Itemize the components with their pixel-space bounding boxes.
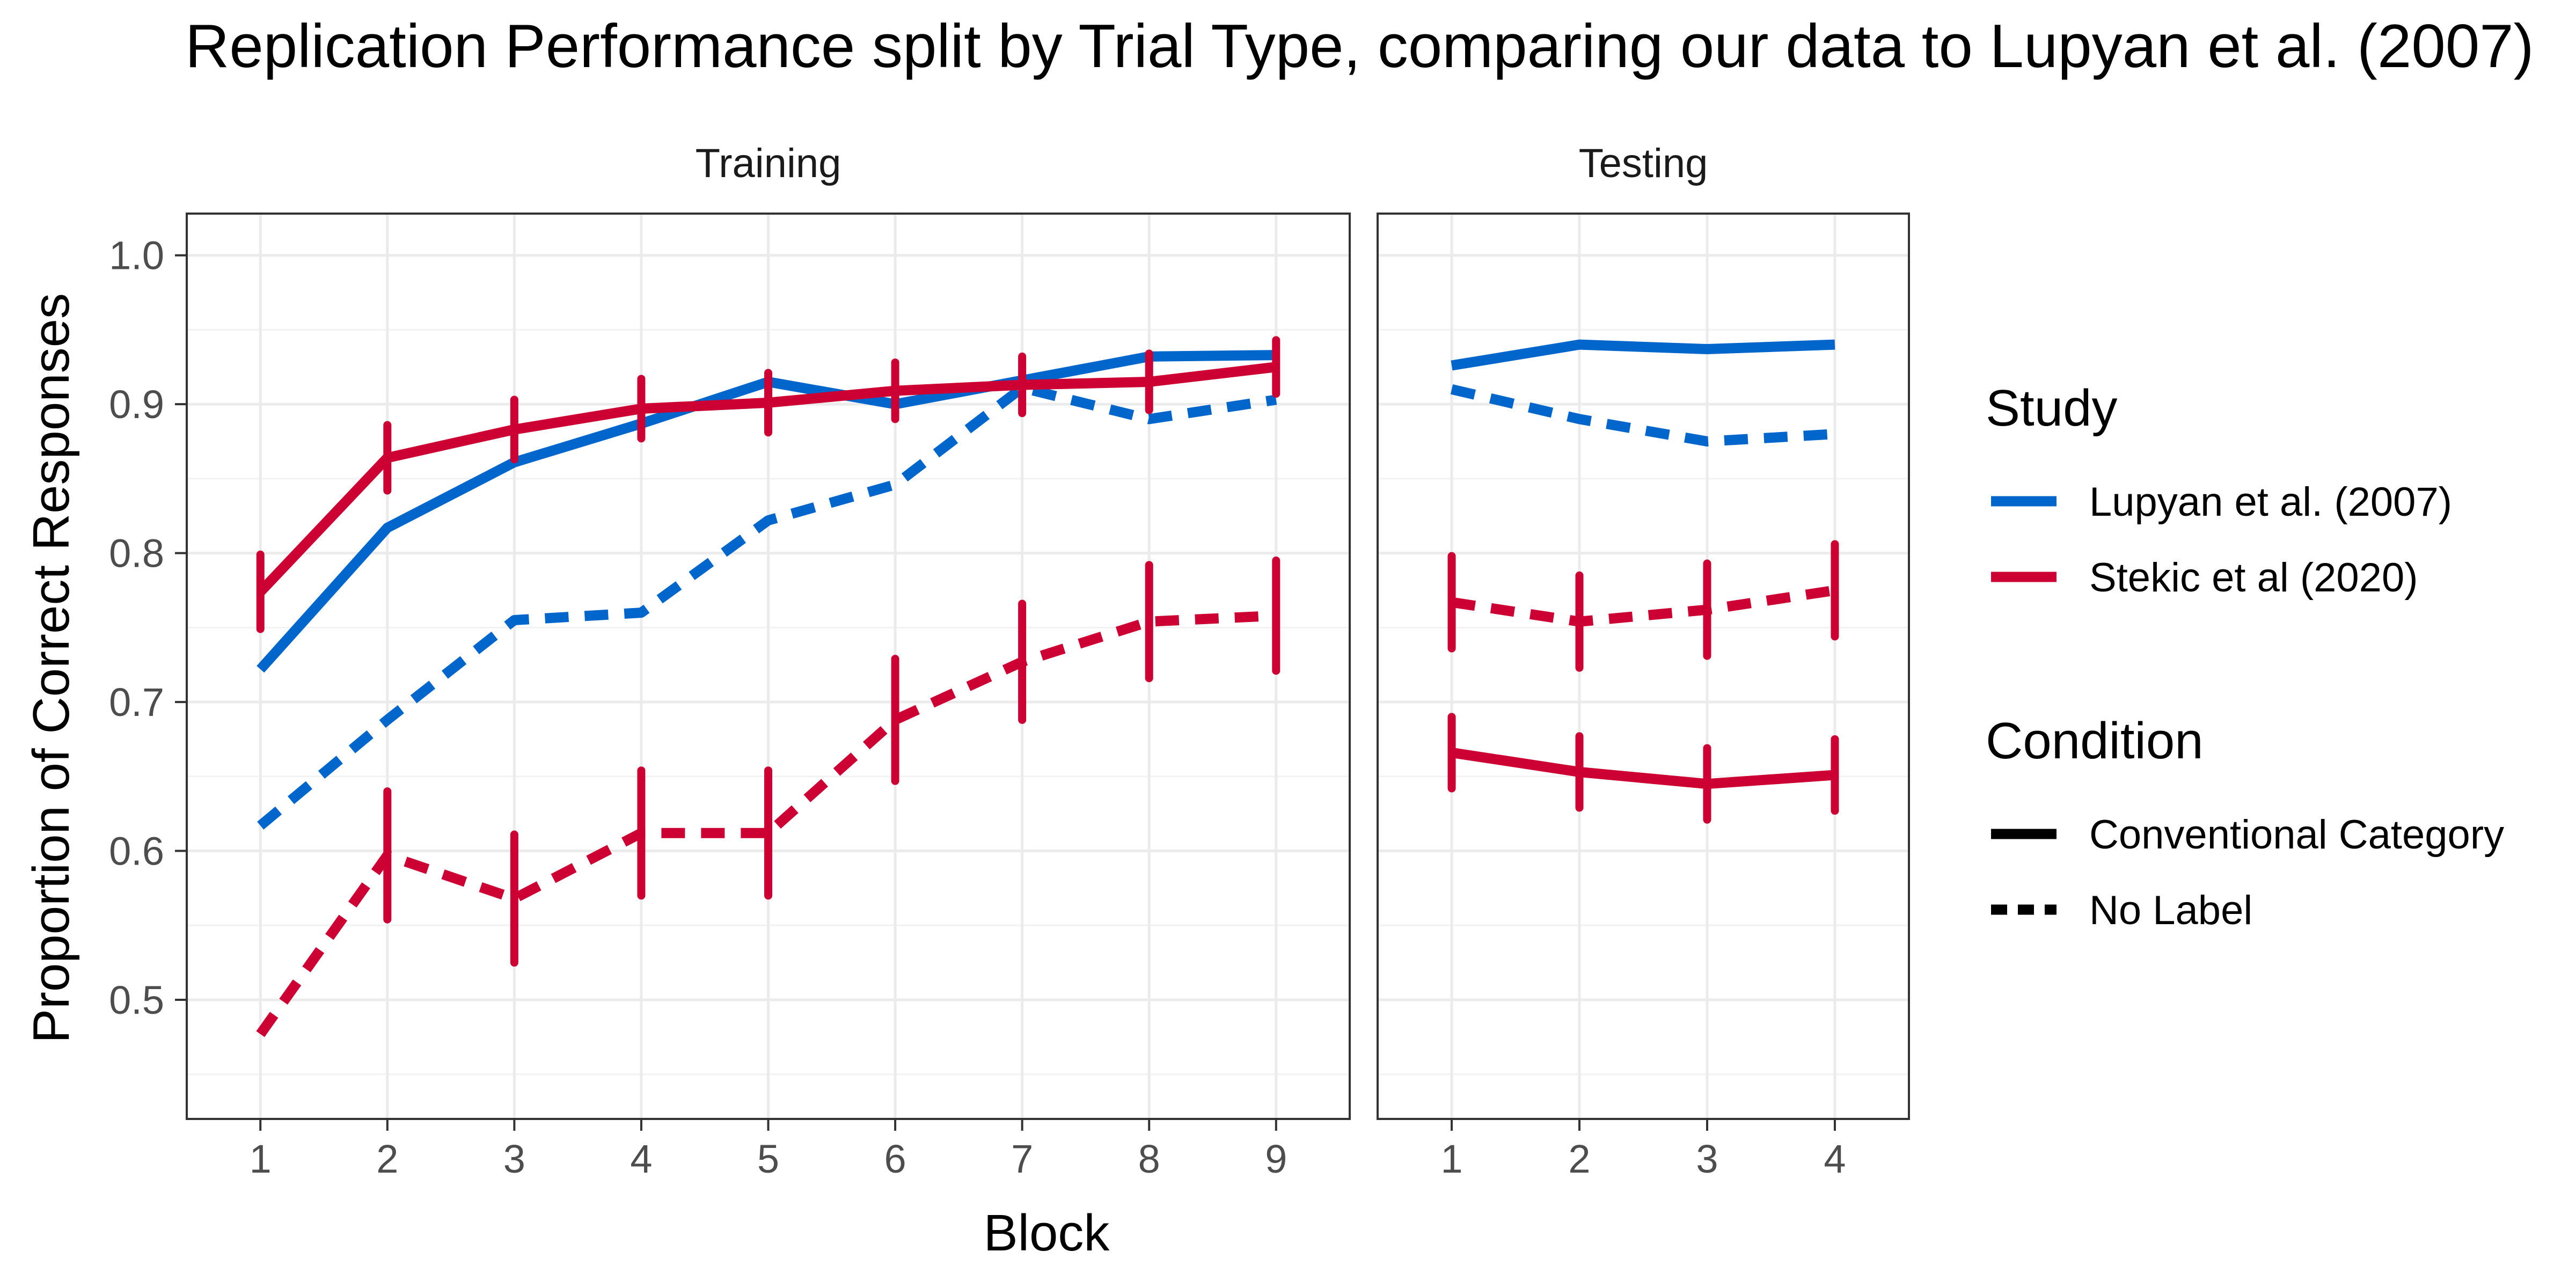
y-tick-label: 0.8 xyxy=(109,531,164,576)
y-tick-label: 1.0 xyxy=(109,233,164,278)
x-tick-label: 3 xyxy=(1696,1137,1718,1181)
x-tick-label: 2 xyxy=(376,1137,398,1181)
x-tick-label: 5 xyxy=(757,1137,779,1181)
x-tick-label: 4 xyxy=(1824,1137,1846,1181)
y-tick-label: 0.5 xyxy=(109,978,164,1022)
legend-title-study: Study xyxy=(1986,379,2117,437)
x-tick-label: 7 xyxy=(1011,1137,1033,1181)
facet-label: Training xyxy=(696,141,841,186)
x-tick-label: 1 xyxy=(1440,1137,1462,1181)
series-line-stekic-no-label xyxy=(1451,585,1836,627)
facet-testing: Testing 1 2 3 4 xyxy=(1377,141,1910,1181)
x-tick-label: 9 xyxy=(1265,1137,1287,1181)
series-line-lupyan-conventional xyxy=(1451,339,1835,371)
x-tick-label: 4 xyxy=(630,1137,652,1181)
panel-border xyxy=(1377,213,1910,1120)
x-tick-label: 1 xyxy=(250,1137,272,1181)
facet-training: Training 1 2 3 4 5 6 7 8 9 0.5 0.6 0.7 0.8 0.9 1.0 xyxy=(109,141,1351,1181)
series-line-lupyan-no-label xyxy=(1450,384,1835,447)
y-axis-label: Proportion of Correct Responses xyxy=(23,293,80,1043)
y-tick-label: 0.7 xyxy=(109,680,164,724)
facet-label: Testing xyxy=(1579,141,1708,186)
x-tick-label: 6 xyxy=(884,1137,906,1181)
legend-label-condition: Conventional Category xyxy=(2089,812,2504,858)
chart-title: Replication Performance split by Trial T… xyxy=(185,12,2534,80)
series-line-lupyan-no-label xyxy=(257,383,1277,830)
series-line-stekic-conventional xyxy=(1451,748,1835,789)
y-tick-label: 0.9 xyxy=(109,382,164,427)
legend-label-study: Stekic et al (2020) xyxy=(2089,555,2418,601)
x-axis-label: Block xyxy=(984,1204,1110,1262)
x-tick-label: 2 xyxy=(1568,1137,1590,1181)
legend-label-study: Lupyan et al. (2007) xyxy=(2089,479,2452,525)
x-tick-label: 3 xyxy=(503,1137,525,1181)
x-tick-label: 8 xyxy=(1138,1137,1160,1181)
legend-label-condition: No Label xyxy=(2089,888,2252,933)
facet-panels: Training 1 2 3 4 5 6 7 8 9 0.5 0.6 0.7 0.8 0.9 1.0 Testi… xyxy=(109,141,1910,1181)
y-tick-label: 0.6 xyxy=(109,829,164,874)
legend-title-condition: Condition xyxy=(1986,712,2204,770)
legend: Study Lupyan et al. (2007) Stekic et al (2… xyxy=(1986,379,2504,933)
